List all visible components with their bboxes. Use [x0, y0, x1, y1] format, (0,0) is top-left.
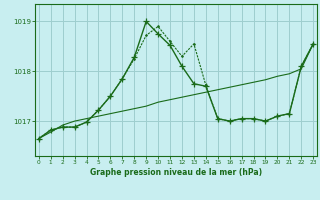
X-axis label: Graphe pression niveau de la mer (hPa): Graphe pression niveau de la mer (hPa) — [90, 168, 262, 177]
